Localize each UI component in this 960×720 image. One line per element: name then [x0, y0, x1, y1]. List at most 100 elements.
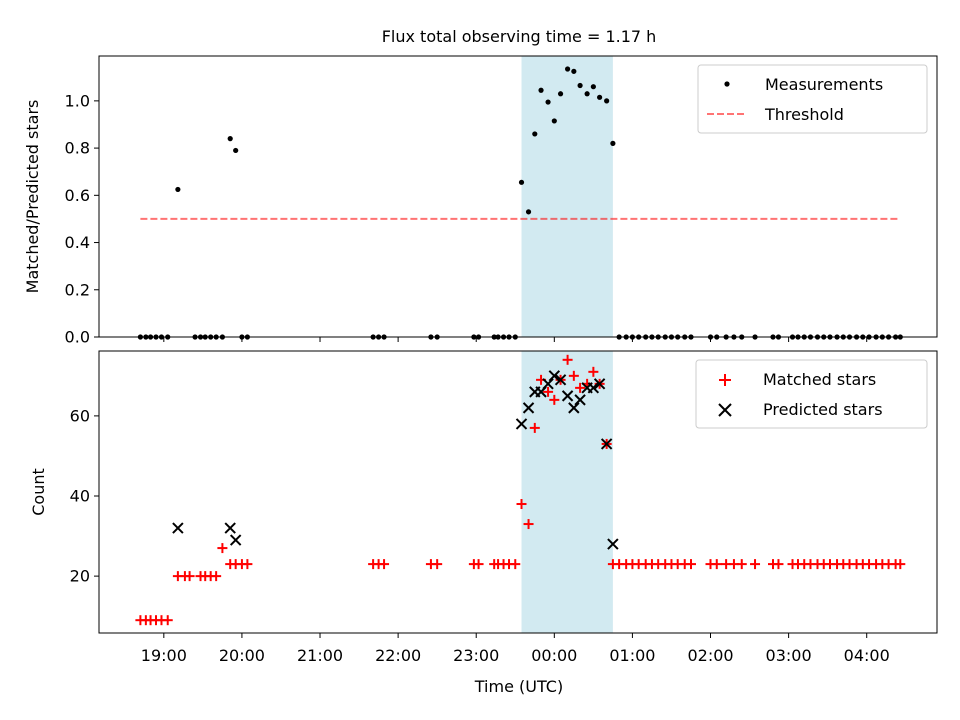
measurement-point	[227, 136, 233, 142]
measurement-point	[577, 82, 583, 89]
legend-measurements-label: Measurements	[765, 75, 883, 94]
predicted-star-point	[172, 522, 184, 534]
measurement-point	[557, 91, 564, 97]
x-tick-label: 02:00	[687, 646, 733, 665]
x-tick-label: 04:00	[844, 646, 890, 665]
matched-star-point	[575, 382, 586, 393]
top-highlight-window	[521, 56, 613, 337]
x-tick-label: 21:00	[297, 646, 343, 665]
x-tick-label: 22:00	[375, 646, 421, 665]
bottom-x-axis: 19:00 20:00 21:00 22:00 23:00 00:00 01:00 02:00…	[141, 633, 890, 665]
measurement-point	[518, 179, 525, 185]
bottom-y-tick-label: 40	[70, 487, 90, 506]
top-data-layer	[137, 66, 903, 340]
legend-predicted-marker	[718, 403, 732, 417]
predicted-star-point	[574, 394, 586, 406]
matched-star-point	[568, 370, 579, 381]
bottom-y-tick-label: 60	[70, 406, 90, 425]
top-y-tick-label: 0.6	[65, 186, 90, 205]
measurement-point	[545, 99, 551, 105]
measurement-point	[532, 131, 538, 137]
matched-star-point	[685, 559, 696, 570]
top-y-tick-label: 0.2	[65, 280, 90, 299]
bottom-highlight-window	[521, 351, 613, 633]
bottom-axes-frame	[98, 350, 938, 634]
legend-threshold-label: Threshold	[764, 105, 844, 124]
x-tick-label: 03:00	[766, 646, 812, 665]
matched-star-point	[750, 559, 761, 570]
top-legend-box	[697, 64, 928, 134]
matched-star-point	[379, 559, 390, 570]
top-y-tick-label: 0.0	[65, 328, 90, 347]
matched-star-point	[473, 559, 484, 570]
matched-star-point	[588, 366, 599, 377]
bottom-data-layer	[135, 354, 906, 626]
measurement-point	[584, 91, 590, 97]
matched-star-point	[562, 354, 573, 365]
predicted-star-point	[587, 382, 600, 394]
measurement-point	[551, 118, 557, 124]
chart-title: Flux total observing time = 1.17 h	[382, 27, 657, 46]
top-x-ticks	[163, 337, 868, 342]
matched-star-point	[217, 543, 228, 554]
predicted-star-point	[561, 390, 574, 402]
top-y-tick-label: 1.0	[65, 91, 90, 110]
x-tick-label: 00:00	[531, 646, 577, 665]
measurement-point	[590, 84, 596, 90]
matched-star-point	[543, 386, 554, 397]
predicted-star-point	[224, 522, 236, 534]
top-y-tick-label: 0.4	[65, 233, 90, 252]
bottom-legend-box	[695, 359, 928, 429]
x-tick-label: 23:00	[453, 646, 499, 665]
predicted-star-point	[229, 534, 242, 546]
measurement-point	[175, 186, 181, 193]
measurement-point	[571, 68, 577, 74]
measurement-point	[597, 94, 603, 100]
measurement-point	[233, 147, 239, 154]
matched-star-point	[523, 519, 534, 530]
matched-star-point	[549, 394, 560, 405]
bottom-legend: Matched stars Predicted stars	[695, 359, 928, 429]
legend-predicted-label: Predicted stars	[763, 400, 883, 419]
top-legend: Measurements Threshold	[697, 64, 928, 134]
bottom-panel: 20 40 60 19:00 20:00 21:00 22:00 23:00 00:00 01:…	[29, 350, 938, 696]
top-panel: 0.0 0.2 0.4 0.6 0.8 1.0 Matched/Predicted sta…	[23, 55, 938, 347]
measurement-point	[604, 98, 610, 104]
measurement-point	[538, 87, 544, 93]
matched-star-point	[736, 559, 747, 570]
matched-star-point	[432, 559, 443, 570]
matched-star-point	[711, 559, 722, 570]
x-tick-label: 20:00	[219, 646, 265, 665]
top-y-axis: 0.0 0.2 0.4 0.6 0.8 1.0	[65, 91, 99, 347]
predicted-star-point	[600, 438, 613, 450]
x-tick-label: 01:00	[609, 646, 655, 665]
top-y-tick-label: 0.8	[65, 139, 90, 158]
matched-star-point	[162, 615, 173, 626]
predicted-star-point	[515, 418, 528, 430]
bottom-y-axis: 20 40 60	[70, 406, 99, 586]
matched-star-point	[516, 499, 527, 510]
measurement-point	[564, 66, 571, 72]
legend-matched-label: Matched stars	[763, 370, 876, 389]
top-axes-frame	[98, 55, 938, 338]
predicted-star-point	[554, 374, 567, 386]
predicted-star-point	[593, 378, 606, 390]
measurement-point	[525, 209, 532, 215]
matched-star-point	[773, 559, 784, 570]
predicted-star-point	[548, 370, 561, 382]
top-y-axis-label: Matched/Predicted stars	[23, 100, 42, 294]
bottom-y-tick-label: 20	[70, 567, 90, 586]
matched-star-point	[529, 422, 540, 433]
matched-star-point	[184, 571, 195, 582]
x-axis-label: Time (UTC)	[474, 677, 563, 696]
matched-star-point	[211, 571, 222, 582]
predicted-star-point	[542, 378, 554, 390]
matched-star-point	[510, 559, 521, 570]
predicted-star-point	[607, 538, 619, 550]
bottom-y-axis-label: Count	[29, 468, 48, 516]
legend-matched-marker	[719, 374, 731, 386]
matched-star-point	[242, 559, 253, 570]
legend-measurements-marker	[724, 81, 730, 87]
predicted-star-point	[568, 402, 580, 414]
